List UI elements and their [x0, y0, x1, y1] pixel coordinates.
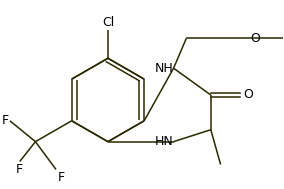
- Text: O: O: [250, 32, 260, 45]
- Text: F: F: [16, 163, 23, 176]
- Text: O: O: [243, 88, 253, 101]
- Text: F: F: [1, 114, 9, 127]
- Text: F: F: [57, 171, 64, 184]
- Text: HN: HN: [155, 135, 174, 148]
- Text: Cl: Cl: [102, 16, 114, 29]
- Text: NH: NH: [155, 62, 174, 75]
